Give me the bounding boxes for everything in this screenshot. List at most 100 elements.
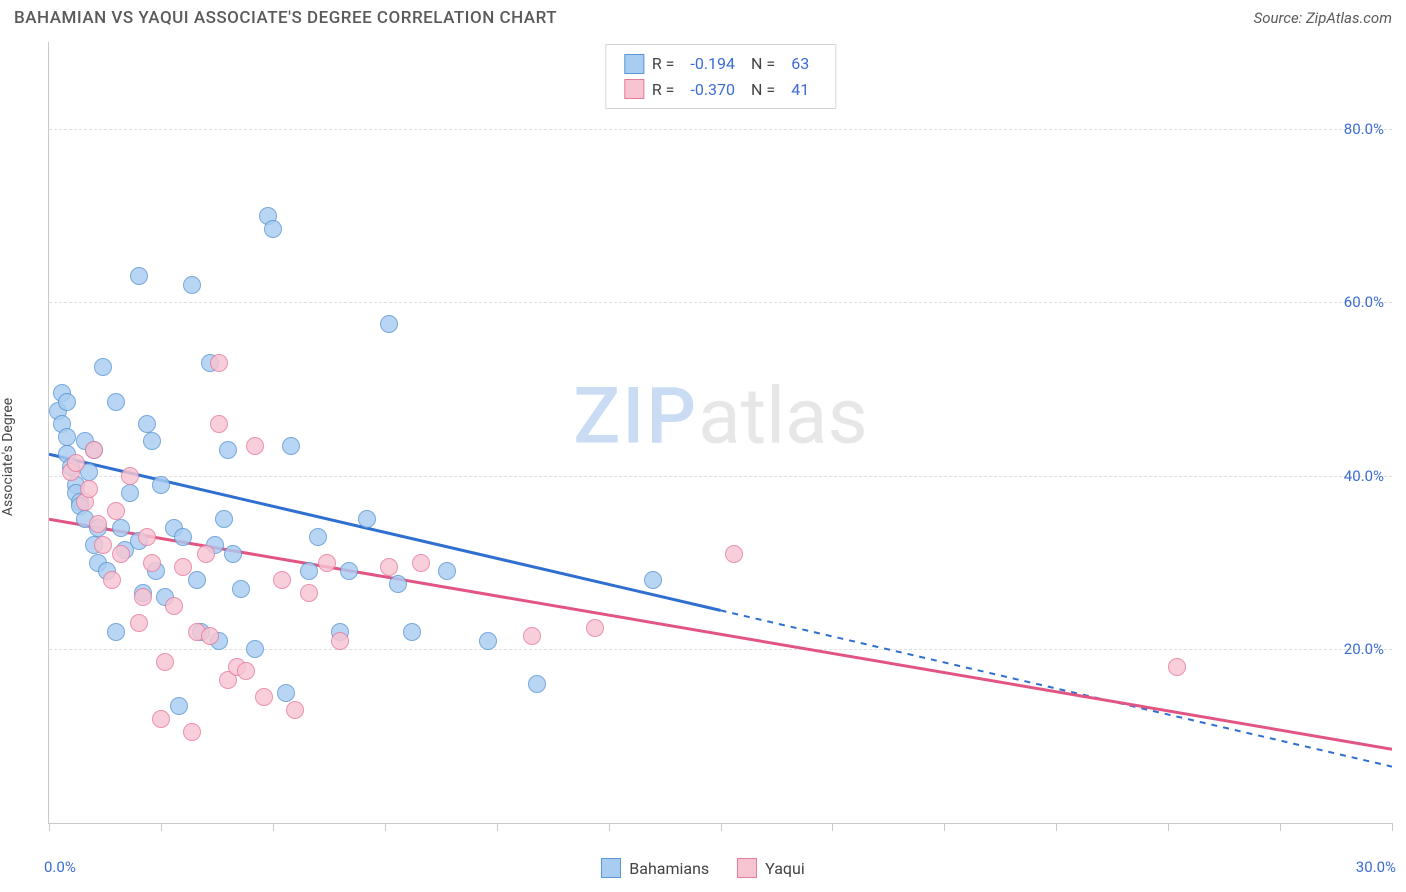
scatter-point xyxy=(121,467,139,485)
scatter-point xyxy=(246,437,264,455)
scatter-point xyxy=(412,554,430,572)
scatter-point xyxy=(277,684,295,702)
r-label: R = xyxy=(652,77,675,103)
scatter-point xyxy=(380,558,398,576)
n-value-bahamians: 63 xyxy=(783,51,817,77)
legend-label-yaqui: Yaqui xyxy=(765,859,805,878)
scatter-point xyxy=(232,580,250,598)
scatter-point xyxy=(479,632,497,650)
scatter-point xyxy=(725,545,743,563)
stats-row-yaqui: R = -0.370 N = 41 xyxy=(624,77,817,103)
y-tick-label: 20.0% xyxy=(1344,640,1384,658)
scatter-point xyxy=(300,584,318,602)
y-tick-label: 60.0% xyxy=(1344,293,1384,311)
scatter-point xyxy=(107,502,125,520)
stats-legend: R = -0.194 N = 63 R = -0.370 N = 41 xyxy=(605,44,836,109)
scatter-point xyxy=(528,675,546,693)
scatter-point xyxy=(80,480,98,498)
scatter-point xyxy=(219,441,237,459)
scatter-point xyxy=(103,571,121,589)
scatter-point xyxy=(130,267,148,285)
chart-header: BAHAMIAN VS YAQUI ASSOCIATE'S DEGREE COR… xyxy=(0,0,1406,32)
scatter-point xyxy=(174,558,192,576)
scatter-point xyxy=(282,437,300,455)
series-legend: Bahamians Yaqui xyxy=(0,858,1406,882)
legend-label-bahamians: Bahamians xyxy=(629,859,709,878)
scatter-point xyxy=(300,562,318,580)
x-tick xyxy=(1280,823,1281,831)
r-value-bahamians: -0.194 xyxy=(682,51,743,77)
gridline xyxy=(49,476,1392,477)
x-tick xyxy=(609,823,610,831)
chart-source: Source: ZipAtlas.com xyxy=(1254,9,1392,27)
scatter-point xyxy=(286,701,304,719)
scatter-point xyxy=(165,597,183,615)
legend-swatch-bahamians xyxy=(601,858,621,878)
scatter-point xyxy=(89,515,107,533)
chart-title: BAHAMIAN VS YAQUI ASSOCIATE'S DEGREE COR… xyxy=(14,8,557,28)
scatter-point xyxy=(237,662,255,680)
scatter-point xyxy=(107,623,125,641)
scatter-point xyxy=(152,476,170,494)
scatter-point xyxy=(183,276,201,294)
scatter-point xyxy=(523,627,541,645)
scatter-point xyxy=(644,571,662,589)
scatter-point xyxy=(58,428,76,446)
swatch-yaqui xyxy=(624,79,644,99)
r-label: R = xyxy=(652,51,675,77)
scatter-point xyxy=(138,415,156,433)
x-tick xyxy=(1056,823,1057,831)
scatter-point xyxy=(112,519,130,537)
scatter-point xyxy=(264,220,282,238)
scatter-point xyxy=(210,415,228,433)
scatter-point xyxy=(94,358,112,376)
scatter-point xyxy=(403,623,421,641)
scatter-point xyxy=(210,354,228,372)
scatter-point xyxy=(143,432,161,450)
scatter-point xyxy=(58,393,76,411)
scatter-point xyxy=(255,688,273,706)
scatter-point xyxy=(67,454,85,472)
n-value-yaqui: 41 xyxy=(783,77,817,103)
scatter-point xyxy=(112,545,130,563)
scatter-point xyxy=(134,588,152,606)
scatter-point xyxy=(438,562,456,580)
n-label: N = xyxy=(751,51,775,77)
x-tick xyxy=(1168,823,1169,831)
y-axis-title: Associate's Degree xyxy=(0,398,16,516)
scatter-point xyxy=(309,528,327,546)
scatter-point xyxy=(107,393,125,411)
watermark-atlas: atlas xyxy=(698,371,868,462)
scatter-point xyxy=(318,554,336,572)
x-tick xyxy=(49,823,50,831)
n-label: N = xyxy=(751,77,775,103)
scatter-point xyxy=(156,653,174,671)
scatter-point xyxy=(358,510,376,528)
scatter-point xyxy=(138,528,156,546)
scatter-point xyxy=(197,545,215,563)
scatter-point xyxy=(201,627,219,645)
x-tick xyxy=(497,823,498,831)
y-tick-label: 40.0% xyxy=(1344,467,1384,485)
gridline xyxy=(49,302,1392,303)
scatter-point xyxy=(183,723,201,741)
legend-swatch-yaqui xyxy=(737,858,757,878)
legend-item-yaqui: Yaqui xyxy=(737,858,805,878)
scatter-point xyxy=(380,315,398,333)
x-tick xyxy=(944,823,945,831)
scatter-point xyxy=(215,510,233,528)
scatter-point xyxy=(94,536,112,554)
x-tick xyxy=(273,823,274,831)
scatter-point xyxy=(174,528,192,546)
x-tick xyxy=(1392,823,1393,831)
stats-row-bahamians: R = -0.194 N = 63 xyxy=(624,51,817,77)
scatter-point xyxy=(143,554,161,572)
r-value-yaqui: -0.370 xyxy=(682,77,743,103)
scatter-point xyxy=(273,571,291,589)
scatter-point xyxy=(121,484,139,502)
scatter-point xyxy=(130,614,148,632)
scatter-point xyxy=(389,575,407,593)
scatter-point xyxy=(224,545,242,563)
gridline xyxy=(49,129,1392,130)
x-tick xyxy=(721,823,722,831)
